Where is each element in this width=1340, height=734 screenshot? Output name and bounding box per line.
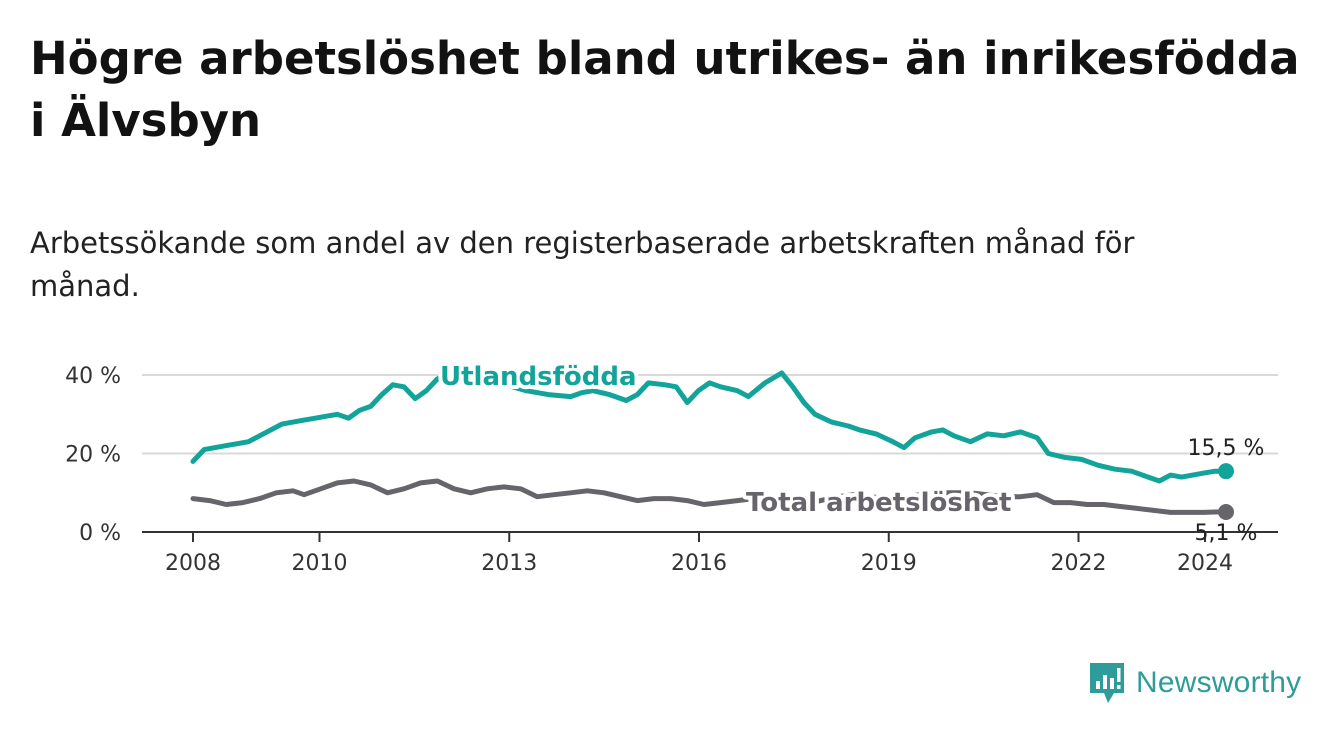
x-tick-label: 2008 [165, 551, 221, 576]
end-point-marker [1218, 463, 1234, 480]
series-line-utlandsfodda [190, 370, 1229, 484]
x-tick-label: 2022 [1051, 551, 1107, 576]
x-tick-label: 2010 [292, 551, 348, 576]
series-line-total [190, 478, 1229, 515]
gridlines [142, 374, 1278, 455]
x-tick-label: 2019 [861, 551, 917, 576]
line-chart: 0 %20 %40 %2008 2010 2013 2016 2019 2022 2024 … [65, 358, 1278, 576]
series [190, 370, 1234, 520]
y-tick-label: 0 % [79, 521, 121, 546]
series-label-utlandsfodda: Utlandsfödda [440, 362, 637, 392]
x-tick-label: 2024 [1177, 551, 1233, 576]
chart-subtitle: Arbetssökande som andel av den registerb… [30, 226, 1135, 303]
series-label-total: Total arbetslöshet [746, 488, 1011, 518]
y-tick-label: 20 % [65, 443, 121, 468]
end-value-label-utlandsfodda: 15,5 % [1188, 436, 1265, 461]
end-value-label-total: 5,1 % [1195, 521, 1258, 546]
newsworthy-logo-icon [1090, 663, 1124, 703]
end-point-marker [1218, 503, 1234, 520]
x-tick-label: 2016 [671, 551, 727, 576]
y-tick-label: 40 % [65, 364, 121, 389]
axes: 0 % 20 % 40 % 2008 2010 2013 2016 2019 2022 2024 [65, 364, 1278, 576]
labels: Utlandsfödda Total arbetslöshet 15,5 % 5,1 … [436, 358, 1265, 546]
chart-title: Högre arbetslöshet bland utrikes- än inr… [30, 32, 1300, 147]
brand-name: Newsworthy [1136, 666, 1302, 699]
x-tick-label: 2013 [481, 551, 537, 576]
brand-logo: Newsworthy [1088, 660, 1301, 706]
